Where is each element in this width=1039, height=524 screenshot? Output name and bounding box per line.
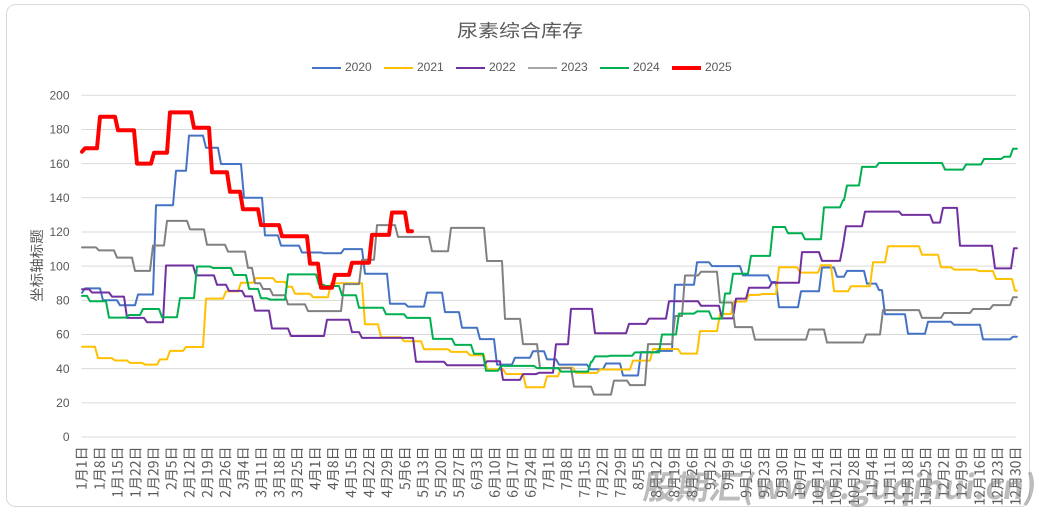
svg-text:60: 60 bbox=[56, 328, 70, 342]
svg-text:2024: 2024 bbox=[633, 60, 660, 74]
svg-text:80: 80 bbox=[56, 294, 70, 308]
svg-text:180: 180 bbox=[49, 123, 69, 137]
svg-text:0: 0 bbox=[63, 430, 70, 444]
svg-text:2021: 2021 bbox=[417, 60, 444, 74]
svg-text:2023: 2023 bbox=[561, 60, 588, 74]
svg-text:120: 120 bbox=[49, 225, 69, 239]
svg-text:2025: 2025 bbox=[705, 60, 732, 74]
svg-text:160: 160 bbox=[49, 157, 69, 171]
svg-text:2022: 2022 bbox=[489, 60, 516, 74]
svg-text:2020: 2020 bbox=[345, 60, 372, 74]
svg-text:200: 200 bbox=[49, 89, 69, 103]
svg-text:100: 100 bbox=[49, 259, 69, 273]
svg-text:20: 20 bbox=[56, 396, 70, 410]
svg-text:40: 40 bbox=[56, 362, 70, 376]
svg-text:140: 140 bbox=[49, 191, 69, 205]
